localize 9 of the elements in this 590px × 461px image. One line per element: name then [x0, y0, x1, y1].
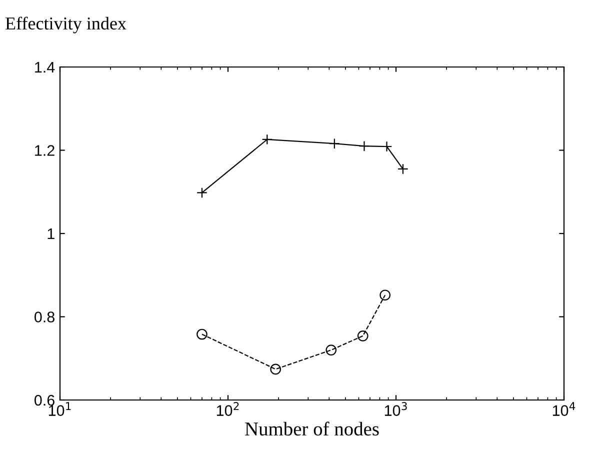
x-axis-title: Number of nodes — [245, 422, 379, 436]
y-tick-label: 1.2 — [35, 145, 54, 156]
y-tick-label: 0.8 — [34, 312, 54, 322]
x-tick-label: 10$^{4}$ — [552, 402, 576, 416]
y-axis-title: Effectivity index — [6, 16, 126, 34]
x-tick-label: 10$^{2}$ — [216, 402, 239, 416]
x-tick-label: 10$^{3}$ — [384, 402, 407, 416]
y-tick-label: 1.4 — [35, 62, 55, 73]
y-tick-label: 1 — [48, 228, 54, 240]
